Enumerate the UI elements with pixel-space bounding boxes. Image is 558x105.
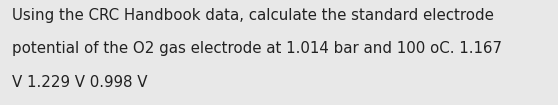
Text: potential of the O2 gas electrode at 1.014 bar and 100 oC. 1.167: potential of the O2 gas electrode at 1.0… — [12, 41, 502, 56]
Text: Using the CRC Handbook data, calculate the standard electrode: Using the CRC Handbook data, calculate t… — [12, 8, 494, 23]
Text: V 1.229 V 0.998 V: V 1.229 V 0.998 V — [12, 75, 148, 90]
